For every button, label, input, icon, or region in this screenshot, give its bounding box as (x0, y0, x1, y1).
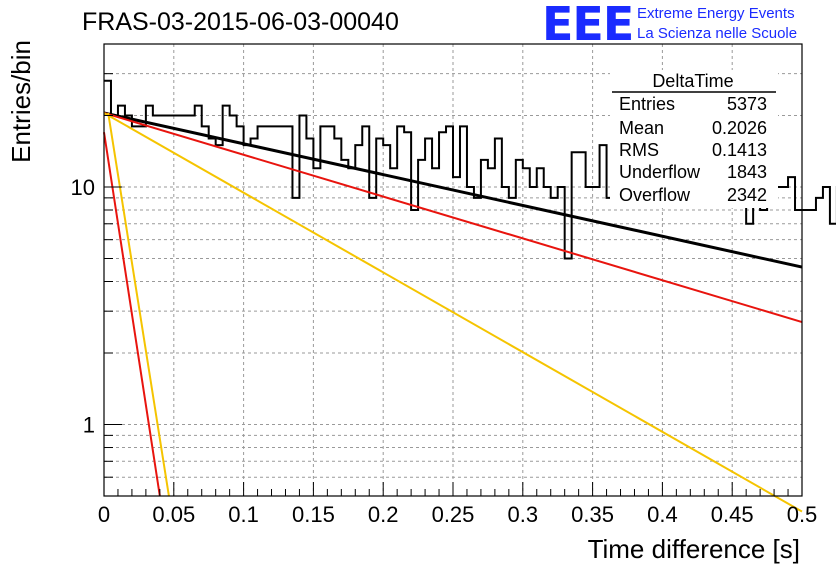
fit-line (103, 132, 161, 497)
x-axis-label: Time difference [s] (588, 534, 800, 564)
x-tick-label: 0.45 (711, 502, 754, 527)
fit-line (103, 111, 803, 269)
x-tick-label: 0.3 (508, 502, 539, 527)
stats-value-overflow: 2342 (727, 185, 767, 205)
stats-label-rms: RMS (619, 140, 659, 160)
x-tick-label: 0 (98, 502, 110, 527)
x-tick-label: 0.1 (228, 502, 259, 527)
fit-curves (103, 111, 803, 513)
stats-box-name: DeltaTime (652, 71, 733, 91)
logo-line-1: Extreme Energy Events (637, 5, 795, 22)
logo-mark: EEE (542, 0, 633, 51)
stats-value-entries: 5373 (727, 94, 767, 114)
x-tick-label: 0.25 (432, 502, 475, 527)
y-axis-label: Entries/bin (6, 40, 36, 163)
eee-logo: EEE Extreme Energy Events La Scienza nel… (542, 0, 797, 51)
stats-box: DeltaTime Entries 5373 Mean 0.2026 RMS 0… (610, 70, 778, 208)
stats-label-entries: Entries (619, 94, 675, 114)
tick-labels: 0 0.05 0.1 0.15 0.2 0.25 0.3 0.35 0.4 0.45 0.5 1 10 (71, 175, 818, 527)
stats-value-underflow: 1843 (727, 162, 767, 182)
x-tick-label: 0.35 (571, 502, 614, 527)
fit-line (107, 112, 170, 497)
logo-line-2: La Scienza nelle Scuole (637, 25, 797, 42)
x-tick-label: 0.4 (647, 502, 678, 527)
stats-label-overflow: Overflow (619, 185, 691, 205)
x-tick-label: 0.15 (292, 502, 335, 527)
x-tick-label: 0.05 (152, 502, 195, 527)
stats-label-mean: Mean (619, 118, 664, 138)
histogram-series (104, 79, 836, 260)
x-tick-label: 0.5 (787, 502, 818, 527)
histogram-steps (104, 79, 836, 260)
x-tick-label: 0.2 (368, 502, 399, 527)
fit-line (103, 112, 803, 513)
run-title: FRAS-03-2015-06-03-00040 (82, 8, 399, 36)
y-tick-label: 1 (83, 413, 95, 438)
fit-line (103, 111, 803, 324)
stats-value-rms: 0.1413 (712, 140, 767, 160)
y-tick-label: 10 (71, 175, 95, 200)
stats-label-underflow: Underflow (619, 162, 701, 182)
axis-ticks (103, 43, 803, 497)
stats-value-mean: 0.2026 (712, 118, 767, 138)
stats-box-background (610, 70, 778, 208)
